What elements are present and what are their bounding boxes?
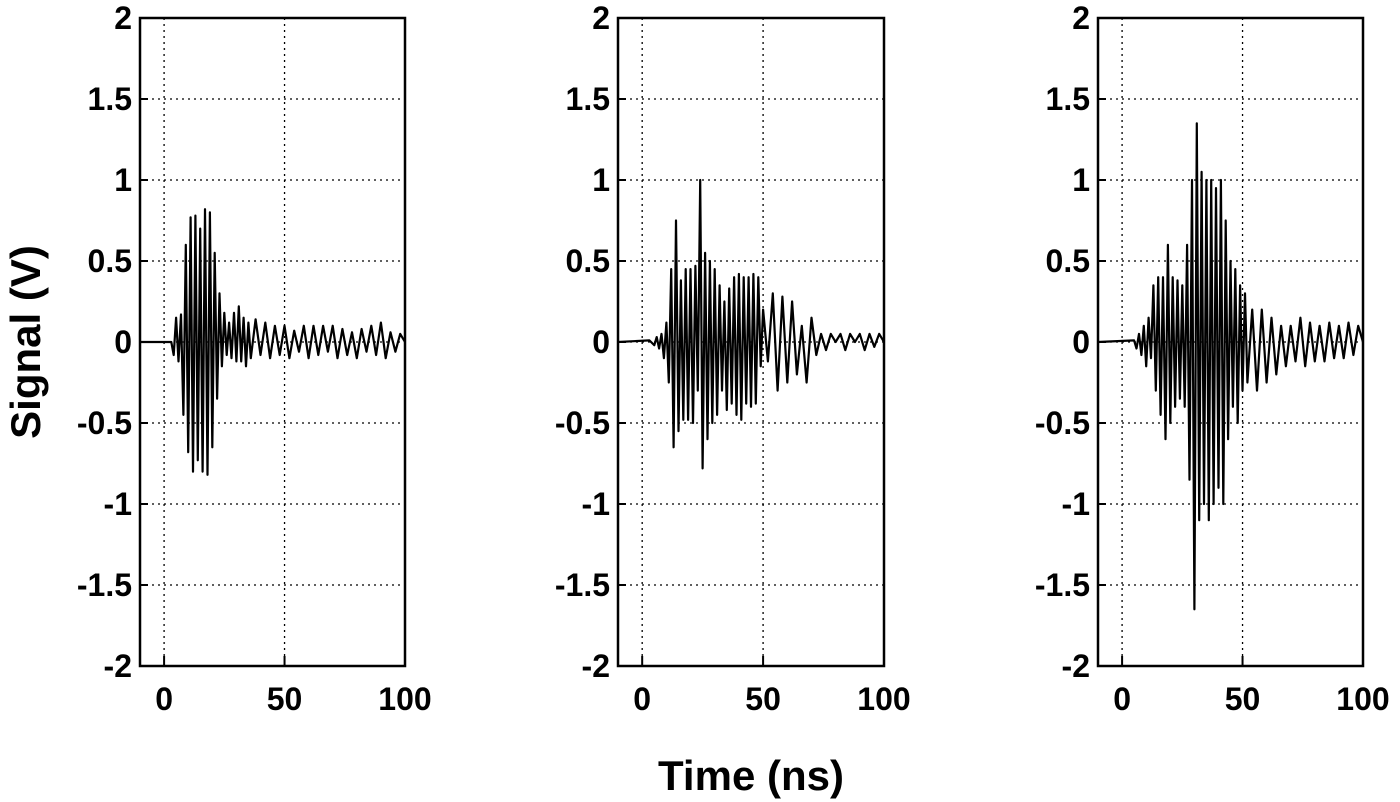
- panel-3-ytick-label-7: -1.5: [1035, 567, 1090, 603]
- panel-3-ytick-label-4: 0: [1072, 324, 1090, 360]
- panel-3-trace: [1097, 122, 1365, 611]
- panel-1-ytick-label-4: 0: [114, 324, 132, 360]
- panel-2: 2 1.5 1 0.5 0 -0.5 -1 -1.5 -2 0 50 100 Time (ns): [555, 0, 911, 799]
- panel-3-ytick-label-5: -0.5: [1035, 405, 1090, 441]
- panel-3-ytick-label-0: 2: [1072, 0, 1090, 36]
- panel-3-ytick-label-6: -1: [1062, 486, 1090, 522]
- panel-3-ytick-label-2: 1: [1072, 162, 1090, 198]
- panel-1-ytick-label-3: 0.5: [88, 243, 132, 279]
- panel-1-ytick-label-8: -2: [104, 648, 132, 684]
- panel-1: 2 1.5 1 0.5 0 -0.5 -1 -1.5 -2 0 50 100 Signal (V): [2, 0, 432, 717]
- panel-2-ytick-label-2: 1: [592, 162, 610, 198]
- panel-1-ylabel: Signal (V): [2, 245, 49, 439]
- panel-2-xlabel: Time (ns): [658, 752, 844, 799]
- panel-2-ytick-label-8: -2: [582, 648, 610, 684]
- panel-1-xtick-label-0: 0: [155, 681, 173, 717]
- panel-1-ytick-label-6: -1: [104, 486, 132, 522]
- panel-3-ytick-label-3: 0.5: [1046, 243, 1090, 279]
- panel-3-xtick-label-0: 0: [1113, 681, 1131, 717]
- panel-1-trace: [140, 208, 406, 476]
- panel-2-ytick-label-3: 0.5: [566, 243, 610, 279]
- panel-3-ytick-label-8: -2: [1062, 648, 1090, 684]
- panel-1-ytick-label-7: -1.5: [77, 567, 132, 603]
- panel-2-ytick-label-0: 2: [592, 0, 610, 36]
- panel-2-xtick-label-0: 0: [633, 681, 651, 717]
- panel-3-xtick-label-1: 50: [1225, 681, 1261, 717]
- panel-3: 2 1.5 1 0.5 0 -0.5 -1 -1.5 -2 0 50 100: [1035, 0, 1390, 717]
- panel-1-xtick-label-2: 100: [378, 681, 431, 717]
- panel-2-ytick-label-1: 1.5: [566, 81, 610, 117]
- panel-1-ytick-label-5: -0.5: [77, 405, 132, 441]
- panel-1-ytick-label-0: 2: [114, 0, 132, 36]
- panel-2-xtick-label-2: 100: [857, 681, 910, 717]
- panel-2-ytick-label-6: -1: [582, 486, 610, 522]
- panel-2-ytick-label-4: 0: [592, 324, 610, 360]
- panel-2-ytick-label-5: -0.5: [555, 405, 610, 441]
- panel-1-ytick-label-1: 1.5: [88, 81, 132, 117]
- panel-2-xtick-label-1: 50: [745, 681, 781, 717]
- panel-3-ytick-label-1: 1.5: [1046, 81, 1090, 117]
- panel-1-ytick-label-2: 1: [114, 162, 132, 198]
- panel-1-xtick-label-1: 50: [267, 681, 303, 717]
- panel-3-xtick-label-2: 100: [1336, 681, 1389, 717]
- panel-2-ytick-label-7: -1.5: [555, 567, 610, 603]
- panel-2-trace: [617, 178, 885, 470]
